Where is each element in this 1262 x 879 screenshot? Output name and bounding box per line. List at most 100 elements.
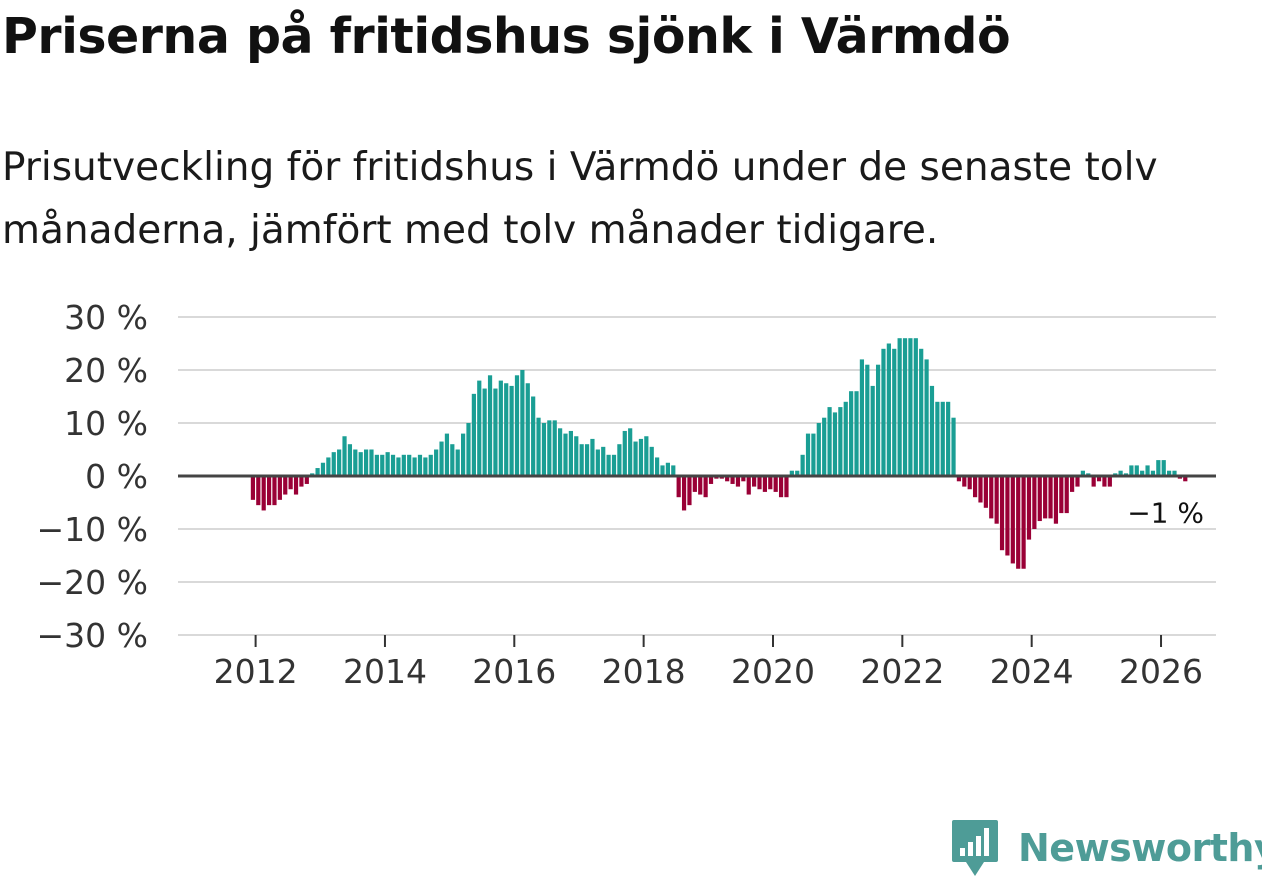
- bar: [913, 338, 918, 476]
- bar: [444, 433, 450, 476]
- bar: [595, 449, 600, 476]
- bar: [854, 391, 859, 476]
- bar: [762, 476, 768, 492]
- bar: [552, 420, 557, 476]
- bar: [477, 380, 482, 476]
- bar: [972, 476, 978, 498]
- bar: [1167, 470, 1172, 476]
- bar: [288, 476, 293, 490]
- bar: [935, 401, 940, 476]
- bar: [568, 430, 573, 476]
- bar: [536, 417, 541, 476]
- bar: [989, 476, 994, 519]
- bar: [320, 462, 326, 476]
- bar: [730, 476, 735, 484]
- bar: [266, 476, 272, 506]
- bar: [293, 476, 299, 495]
- bar: [778, 476, 784, 498]
- bar: [843, 401, 848, 476]
- bar: [423, 457, 428, 476]
- bar: [1096, 476, 1102, 482]
- bar: [574, 436, 579, 476]
- bar: [509, 385, 514, 476]
- bar: [832, 412, 838, 476]
- bar: [1107, 476, 1112, 487]
- bar: [649, 446, 654, 476]
- bar: [946, 401, 951, 476]
- y-tick-label: 10 %: [64, 404, 148, 443]
- bar: [401, 454, 406, 476]
- bar: [514, 375, 520, 476]
- bar: [1080, 470, 1085, 476]
- bar: [1118, 470, 1123, 476]
- bar: [428, 454, 433, 476]
- bar: [547, 420, 552, 476]
- bar: [482, 388, 487, 476]
- bar: [773, 476, 778, 492]
- bar: [1145, 465, 1150, 476]
- bar: [908, 338, 913, 476]
- bar: [337, 449, 342, 476]
- x-tick-label: 2014: [343, 652, 427, 691]
- x-tick-label: 2018: [602, 652, 686, 691]
- bar: [875, 364, 881, 476]
- bar: [1172, 470, 1177, 476]
- x-tick-label: 2022: [860, 652, 944, 691]
- bar: [924, 359, 929, 476]
- bar: [250, 476, 256, 500]
- bar: [563, 433, 568, 476]
- bar: [358, 452, 363, 476]
- bar: [606, 454, 611, 476]
- chart-title: Priserna på fritidshus sjönk i Värmdö: [2, 8, 1011, 65]
- bar: [466, 423, 471, 476]
- bar: [886, 343, 891, 476]
- y-tick-label: −10 %: [37, 510, 149, 549]
- bar: [838, 407, 843, 476]
- bar: [644, 436, 649, 476]
- newsworthy-logo-icon: [952, 820, 998, 876]
- brand-logo: Newsworthy: [950, 818, 1262, 878]
- bar: [741, 476, 746, 482]
- bar: [811, 433, 816, 476]
- chart-subtitle: Prisutveckling för fritidshus i Värmdö u…: [2, 145, 1158, 253]
- bar: [471, 393, 476, 476]
- axes: 30 % 20 % 10 % 0 % −10 % −20 % −30 % 2012 2014 20…: [37, 298, 1216, 691]
- bar: [369, 449, 374, 476]
- bar: [590, 438, 595, 476]
- bar: [1134, 465, 1139, 476]
- bar: [622, 430, 627, 476]
- bar: [757, 476, 762, 490]
- bar: [1053, 476, 1059, 524]
- bar: [1064, 476, 1069, 514]
- bars: [250, 338, 1188, 569]
- bar: [558, 428, 563, 476]
- bar: [498, 380, 503, 476]
- bar: [940, 401, 945, 476]
- bar: [999, 476, 1005, 551]
- bar: [681, 476, 687, 511]
- bar: [967, 476, 972, 490]
- bar: [784, 476, 789, 498]
- bar: [822, 417, 827, 476]
- bar: [795, 470, 800, 476]
- bar: [994, 476, 999, 524]
- bar: [261, 476, 266, 511]
- bar: [342, 436, 347, 476]
- bar: [1156, 460, 1161, 476]
- last-value-annotation: −1 %: [1127, 496, 1204, 529]
- bar: [638, 438, 644, 476]
- bar: [277, 476, 282, 500]
- x-tick-label: 2024: [990, 652, 1074, 691]
- bar: [385, 452, 390, 476]
- bar: [1140, 470, 1145, 476]
- bar: [520, 370, 525, 476]
- y-tick-label: 30 %: [64, 298, 148, 337]
- bar: [1075, 476, 1080, 487]
- bar: [919, 348, 924, 476]
- bar: [849, 391, 854, 476]
- bar: [374, 454, 379, 476]
- bar: [460, 433, 466, 476]
- bar: [283, 476, 288, 495]
- bar: [725, 476, 730, 482]
- bar: [1070, 476, 1075, 492]
